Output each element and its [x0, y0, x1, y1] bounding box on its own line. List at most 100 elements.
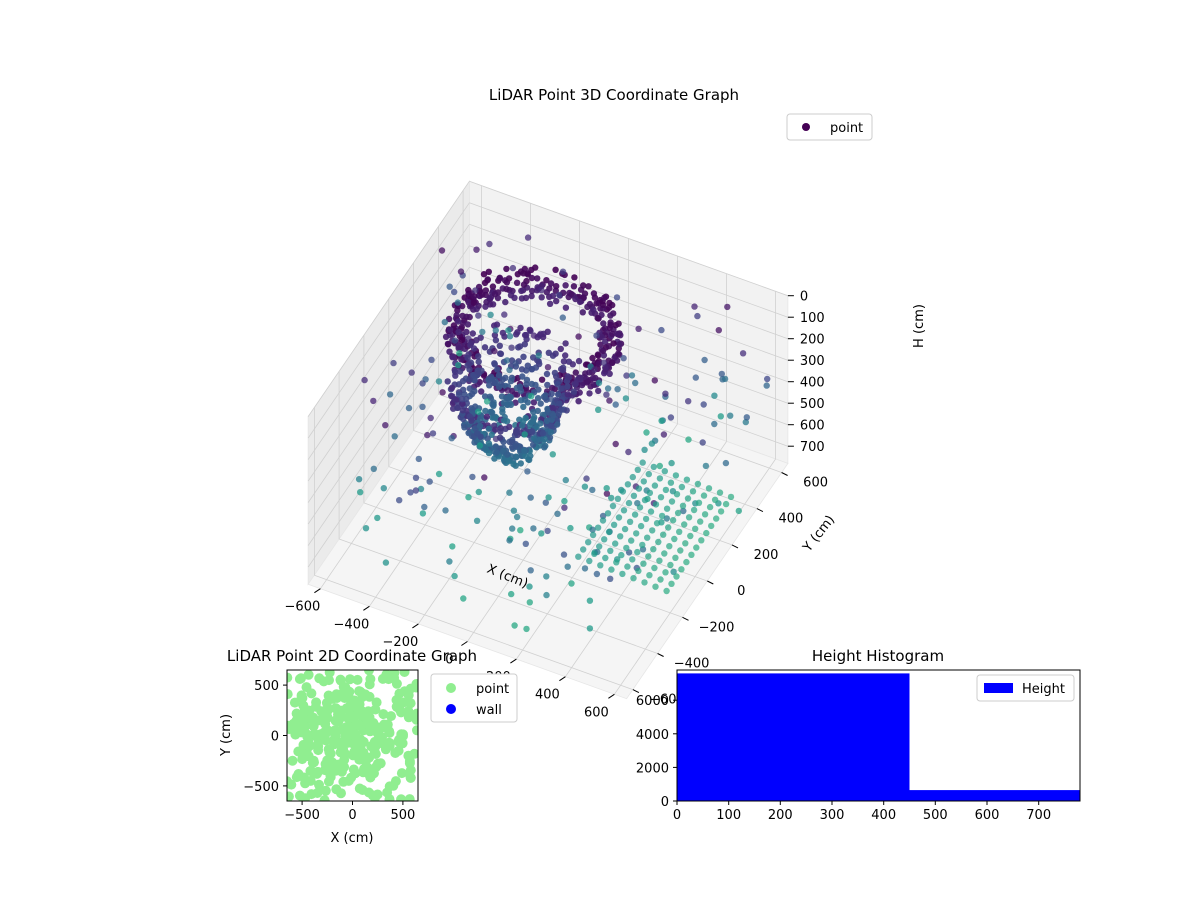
chart-3d-point [435, 470, 443, 478]
chart-3d-point [572, 295, 579, 303]
chart-3d-point [623, 372, 630, 379]
chart-2d-point [321, 759, 332, 770]
chart-3d-point [514, 271, 521, 278]
chart-3d-point [380, 485, 387, 492]
chart-3d-point [679, 502, 687, 509]
chart-3d-point [715, 327, 722, 334]
chart-3d-point [660, 431, 668, 438]
chart-3d-point [553, 297, 560, 305]
chart-3d-point [672, 554, 679, 561]
chart-3d-point [652, 583, 659, 590]
chart-3d-point [668, 459, 675, 467]
chart-3d-point [610, 521, 618, 528]
chart-3d-gridline-x-floor [614, 458, 776, 695]
chart-2d-point [369, 768, 379, 779]
chart-3d-point [705, 485, 713, 492]
chart-3d-point [491, 332, 499, 339]
chart-3d-point [506, 456, 513, 463]
chart-3d-point [442, 507, 449, 514]
chart-3d-point [503, 265, 510, 273]
chart-3d-point [508, 344, 515, 351]
chart-3d-point [608, 566, 615, 573]
chart-3d-point [412, 474, 420, 481]
chart-3d-point [516, 383, 524, 390]
chart-2d-point [324, 747, 335, 757]
chart-3d-point [507, 377, 515, 385]
chart-3d-point [557, 345, 564, 353]
chart-3d-point [435, 378, 443, 385]
histogram-xtick-label: 700 [1026, 808, 1051, 823]
chart-3d-point [632, 379, 639, 387]
chart-3d-title: LiDAR Point 3D Coordinate Graph [489, 86, 739, 104]
chart-3d-point [465, 335, 472, 342]
chart-3d-ytick [657, 653, 664, 657]
chart-2d-point [396, 794, 407, 801]
chart-3d-point [475, 358, 482, 365]
chart-3d-point [473, 337, 480, 344]
chart-3d-ytick [632, 689, 640, 694]
chart-3d-point [547, 280, 555, 287]
chart-3d-point [735, 507, 742, 515]
chart-3d-point [598, 333, 605, 341]
chart-3d-gridline-h-left [307, 267, 470, 503]
chart-3d-point [524, 399, 531, 406]
histogram-xtick-label: 500 [923, 808, 948, 823]
chart-3d-point [689, 488, 697, 495]
chart-3d-point [510, 461, 517, 468]
chart-3d-point [506, 489, 513, 496]
chart-2d-xlabel: X (cm) [331, 831, 374, 846]
chart-3d-point [711, 496, 719, 503]
chart-3d-gridline-h-left [307, 310, 470, 546]
chart-3d-point [637, 522, 645, 530]
chart-3d-point [641, 446, 648, 453]
chart-3d-point [612, 540, 619, 547]
chart-3d-point [568, 580, 575, 587]
histogram-legend: Height [976, 674, 1075, 702]
chart-3d-point [446, 283, 453, 290]
chart-3d-point [537, 420, 544, 427]
chart-3d-point [461, 424, 468, 431]
chart-3d-point [540, 393, 548, 400]
chart-2d-point [319, 795, 330, 801]
chart-3d-legend-marker [802, 123, 810, 131]
chart-3d-point [661, 550, 668, 557]
chart-3d-point [535, 386, 542, 393]
chart-3d-point [471, 293, 478, 300]
chart-3d-point [538, 294, 545, 301]
chart-2d-legend-marker-wall [446, 704, 456, 714]
chart-2d-point [355, 734, 366, 745]
chart-3d-point [609, 330, 616, 337]
chart-3d-point [582, 370, 589, 377]
chart-2d-point [384, 794, 395, 801]
chart-3d-point [511, 622, 518, 629]
chart-3d-point [563, 407, 570, 414]
chart-2d-point [411, 682, 418, 693]
histogram-ytick-label: 6000 [636, 694, 669, 709]
chart-3d-gridline-h-left [307, 202, 470, 439]
chart-3d-point [658, 417, 665, 424]
chart-2d: LiDAR Point 2D Coordinate Graph −500−500… [219, 647, 518, 846]
chart-3d-point [530, 332, 538, 339]
chart-3d-point [491, 347, 498, 355]
chart-3d-point [459, 302, 466, 310]
chart-3d-ytick-label: 0 [737, 584, 745, 599]
chart-3d-point [694, 312, 701, 320]
chart-3d-point [542, 499, 549, 506]
chart-3d-point [607, 312, 614, 319]
chart-3d-point [724, 303, 731, 311]
chart-3d-point [481, 344, 489, 351]
chart-2d-point [343, 775, 354, 786]
chart-3d-point [512, 360, 519, 367]
chart-3d-point [482, 287, 490, 294]
chart-3d-point [624, 563, 631, 570]
chart-3d-point [708, 522, 715, 530]
chart-3d-point [687, 532, 694, 540]
chart-3d-point [560, 358, 568, 365]
chart-3d-point [606, 397, 613, 404]
chart-3d-point [507, 292, 515, 299]
chart-3d-point [552, 266, 559, 273]
chart-3d-point [513, 429, 520, 436]
chart-3d-point [609, 502, 617, 510]
chart-3d-point [615, 350, 622, 357]
